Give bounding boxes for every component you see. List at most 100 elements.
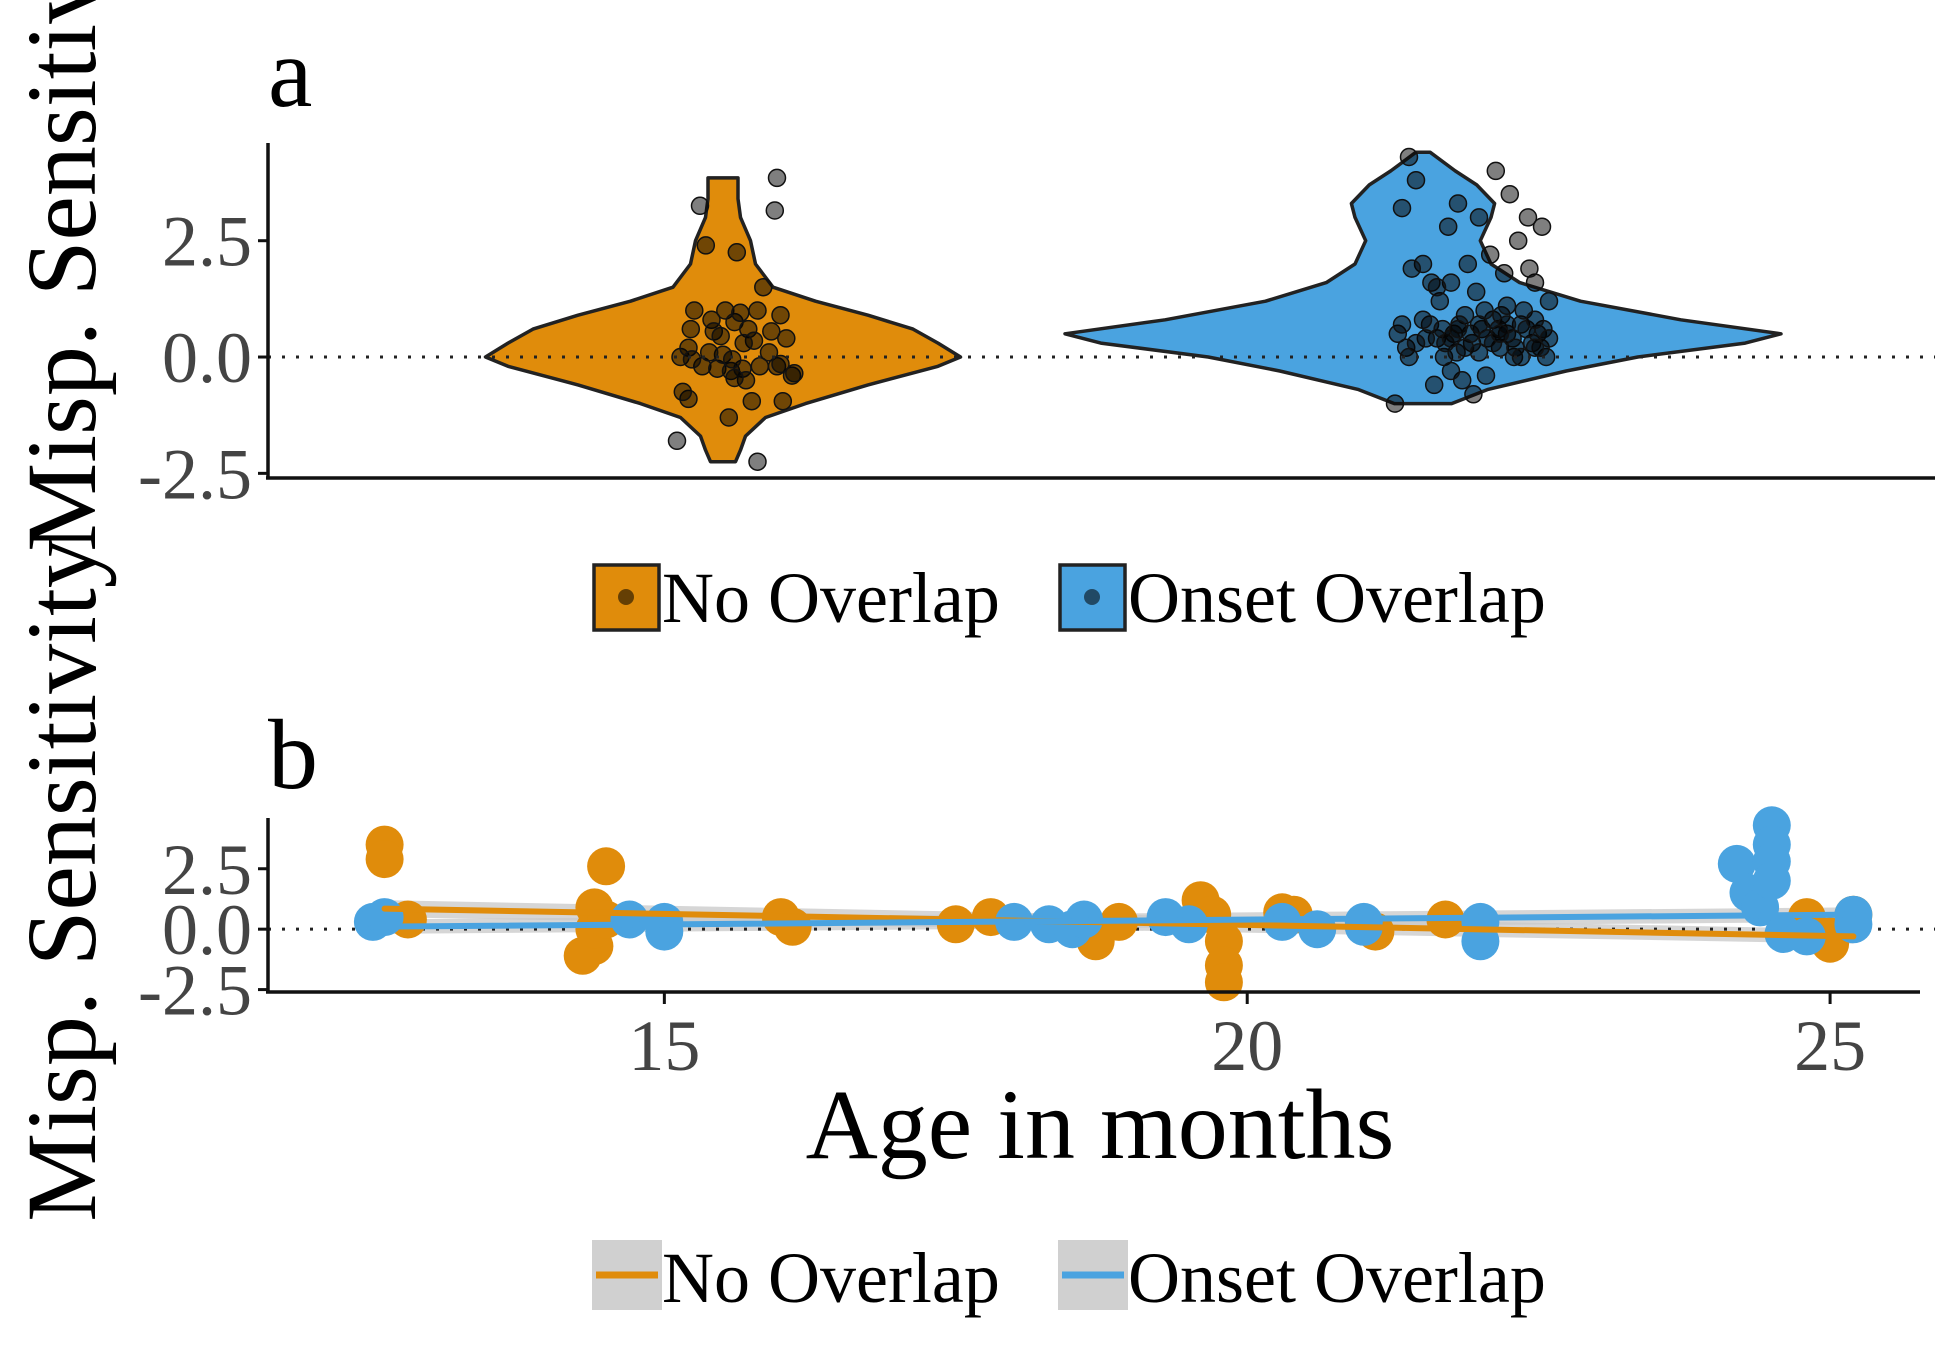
violin-point: [1520, 259, 1539, 278]
scatter-point: [610, 900, 649, 939]
violin-point: [1497, 296, 1517, 316]
violin-point: [1518, 208, 1538, 227]
violin-point: [696, 236, 716, 255]
panel-b-legend: No Overlap Onset Overlap: [592, 1238, 1546, 1318]
scatter-point: [365, 898, 404, 937]
panel-b-y-label: Misp. Sensitivity: [6, 538, 117, 1221]
violin-point: [1539, 291, 1559, 311]
violin-point: [771, 354, 790, 374]
trend-line: [369, 911, 1857, 930]
violin-point: [1476, 366, 1496, 385]
violin-point: [1490, 324, 1510, 344]
y-tick-label: -2.5: [138, 434, 252, 514]
violin-no-overlap: [483, 176, 963, 464]
violin-point: [767, 168, 787, 188]
violin-point: [1448, 319, 1468, 339]
violin-point: [762, 322, 781, 341]
violin-point: [690, 196, 710, 216]
violin-point: [1441, 361, 1461, 381]
panel-b-x-ticks: 15 20 25: [628, 992, 1866, 1086]
violin-point: [765, 201, 785, 220]
scatter-point: [645, 912, 684, 951]
violin-point: [777, 329, 796, 348]
violin-point: [1466, 282, 1486, 302]
violin-point: [1438, 217, 1458, 236]
violin-point: [673, 382, 693, 402]
violin-point: [1469, 208, 1489, 227]
violin-point: [682, 350, 702, 369]
violin-point: [667, 431, 687, 451]
scatter-point: [1204, 963, 1243, 1002]
violin-point: [1406, 170, 1426, 190]
x-tick-label: 15: [628, 1006, 700, 1086]
violin-point: [1500, 184, 1520, 204]
y-tick-label: 0.0: [162, 890, 252, 970]
panel-a-legend: No Overlap Onset Overlap: [592, 558, 1546, 638]
panel-a-y-ticks: -2.5 0.0 2.5: [138, 202, 268, 514]
legend-b-label-onset-overlap: Onset Overlap: [1128, 1238, 1546, 1318]
violin-point: [711, 326, 730, 346]
violin-point: [1508, 231, 1528, 250]
violin-point: [1406, 333, 1426, 353]
scatter-point: [365, 840, 404, 879]
y-tick-label: -2.5: [138, 951, 252, 1031]
violin-point: [754, 277, 773, 297]
violin-point: [1427, 277, 1447, 297]
violin-point: [722, 350, 742, 369]
violin-point: [1532, 217, 1552, 236]
legend-a-label-no-overlap: No Overlap: [662, 558, 1000, 638]
panel-a-y-label: Misp. Sensitivity: [6, 0, 117, 552]
violin-point: [731, 303, 750, 323]
violin-point: [727, 243, 747, 262]
violin-point: [1539, 329, 1559, 348]
violin-points: [667, 147, 1559, 471]
panel-b: b -2.50.02.5 15 20 25 Age in months No Ove…: [138, 699, 1935, 1318]
violin-point: [1392, 315, 1412, 334]
violins: [483, 150, 1783, 464]
legend-a-label-onset-overlap: Onset Overlap: [1128, 558, 1546, 638]
violin-point: [1486, 161, 1506, 181]
panel-b-label: b: [268, 699, 318, 810]
legend-a-key-dot: [618, 589, 634, 605]
legend-a-key-dot: [1084, 589, 1100, 605]
scatter-point: [1717, 844, 1756, 883]
panel-b-y-ticks: -2.50.02.5: [138, 830, 268, 1031]
violin-point: [685, 301, 704, 320]
violin-point: [734, 333, 753, 353]
violin-point: [1525, 338, 1545, 357]
violin-point: [773, 391, 793, 411]
violin-point: [748, 301, 767, 320]
violin-point: [1464, 385, 1483, 404]
panel-a: a -2.5 0.0 2.5 No Overlap Onset Overlap: [138, 17, 1935, 638]
y-tick-label: 2.5: [162, 830, 252, 910]
violin-point: [1413, 310, 1433, 330]
scatter-points: [353, 806, 1873, 1002]
scatter-point: [1752, 861, 1791, 900]
panel-b-x-label: Age in months: [806, 1069, 1395, 1180]
violin-point: [1399, 147, 1419, 167]
violin-point: [748, 452, 767, 471]
violin-point: [785, 364, 804, 383]
panel-a-label: a: [268, 17, 312, 128]
violin-point: [1458, 254, 1478, 274]
x-tick-label: 20: [1211, 1006, 1283, 1086]
trend-lines: [369, 905, 1857, 940]
legend-b-label-no-overlap: No Overlap: [662, 1238, 1000, 1318]
violin-onset-overlap: [1063, 150, 1783, 406]
violin-point: [1392, 198, 1412, 218]
violin-point: [725, 368, 744, 388]
violin-point: [742, 391, 762, 411]
violin-point: [1448, 194, 1468, 213]
y-tick-label: 2.5: [162, 202, 252, 282]
y-tick-label: 0.0: [162, 318, 252, 398]
violin-point: [719, 408, 739, 427]
x-tick-label: 25: [1794, 1006, 1866, 1086]
violin-point: [1469, 315, 1489, 334]
violin-point: [1424, 375, 1444, 395]
violin-point: [681, 319, 701, 339]
violin-point: [1525, 310, 1545, 330]
violin-point: [1494, 264, 1514, 283]
violin-point: [1402, 259, 1422, 278]
violin-point: [771, 305, 790, 325]
